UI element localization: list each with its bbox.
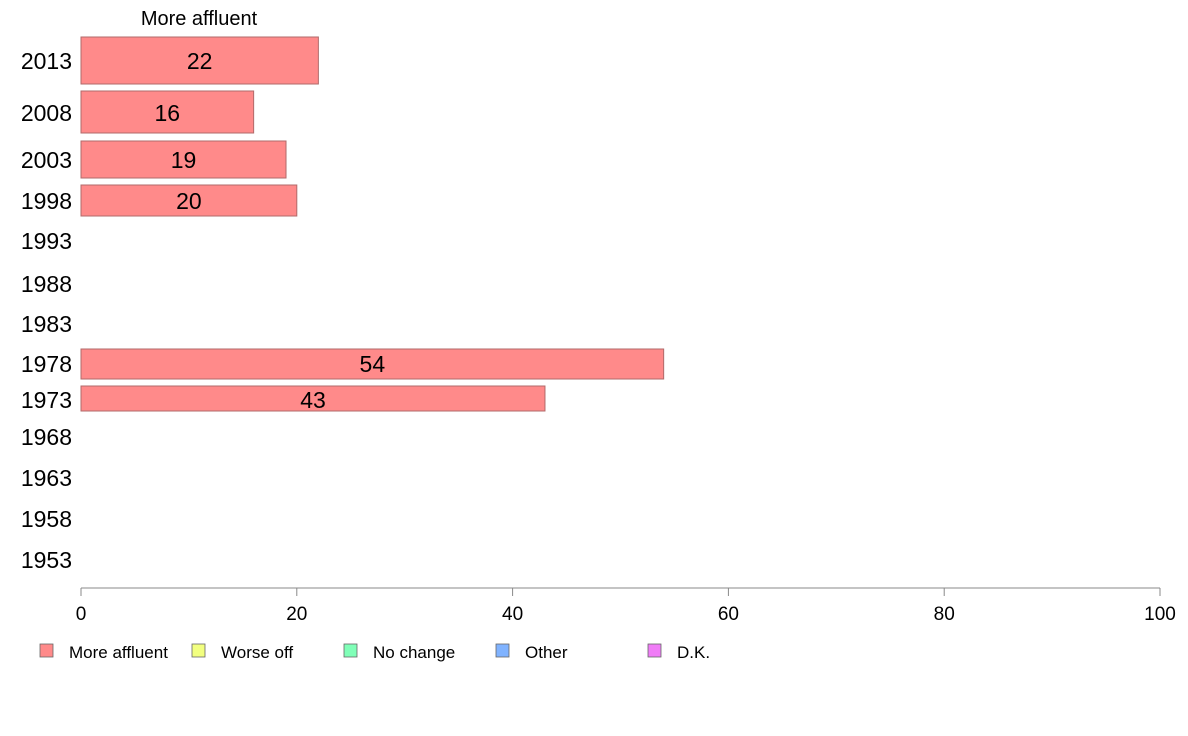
bar <box>80 36 319 85</box>
chart-title: More affluent <box>141 8 258 30</box>
category-label: 1968 <box>21 424 72 450</box>
x-tick-label: 20 <box>286 604 307 625</box>
x-tick-label: 80 <box>934 604 955 625</box>
legend-label: Worse off <box>221 643 293 662</box>
data-label: 19 <box>171 147 197 173</box>
category-label: 1983 <box>21 311 72 337</box>
bars <box>80 36 665 412</box>
bar <box>80 385 546 412</box>
category-label: 1973 <box>21 387 72 413</box>
bar <box>80 184 298 217</box>
legend-label: No change <box>373 643 455 662</box>
category-label: 2008 <box>21 100 72 126</box>
x-tick-label: 40 <box>502 604 523 625</box>
data-label: 16 <box>155 100 181 126</box>
category-label: 1963 <box>21 465 72 491</box>
bar <box>80 348 665 380</box>
data-label: 54 <box>360 351 386 377</box>
category-labels: 2013 2008 2003 1998 1993 1988 1983 1978 1973 1968… <box>21 48 72 573</box>
legend-swatch <box>343 643 358 658</box>
bar <box>80 90 255 134</box>
legend-swatch <box>191 643 206 658</box>
data-label: 20 <box>176 188 202 214</box>
legend-label: D.K. <box>677 643 710 662</box>
legend-label: More affluent <box>69 643 168 662</box>
category-label: 2013 <box>21 48 72 74</box>
data-label: 22 <box>187 48 213 74</box>
category-label: 1998 <box>21 188 72 214</box>
bar <box>80 140 287 179</box>
x-axis: 0 20 40 60 80 100 <box>76 587 1176 625</box>
legend-swatch <box>495 643 510 658</box>
legend-label: Other <box>525 643 568 662</box>
category-label: 2003 <box>21 147 72 173</box>
legend: More affluent Worse off No change Other D.K. <box>39 643 710 662</box>
category-label: 1988 <box>21 271 72 297</box>
legend-swatch <box>647 643 662 658</box>
x-tick-label: 100 <box>1144 604 1176 625</box>
category-label: 1958 <box>21 506 72 532</box>
data-label: 43 <box>300 387 326 413</box>
category-label: 1978 <box>21 351 72 377</box>
x-tick-label: 60 <box>718 604 739 625</box>
legend-swatch <box>39 643 54 658</box>
category-label: 1953 <box>21 547 72 573</box>
category-label: 1993 <box>21 228 72 254</box>
x-tick-label: 0 <box>76 604 87 625</box>
